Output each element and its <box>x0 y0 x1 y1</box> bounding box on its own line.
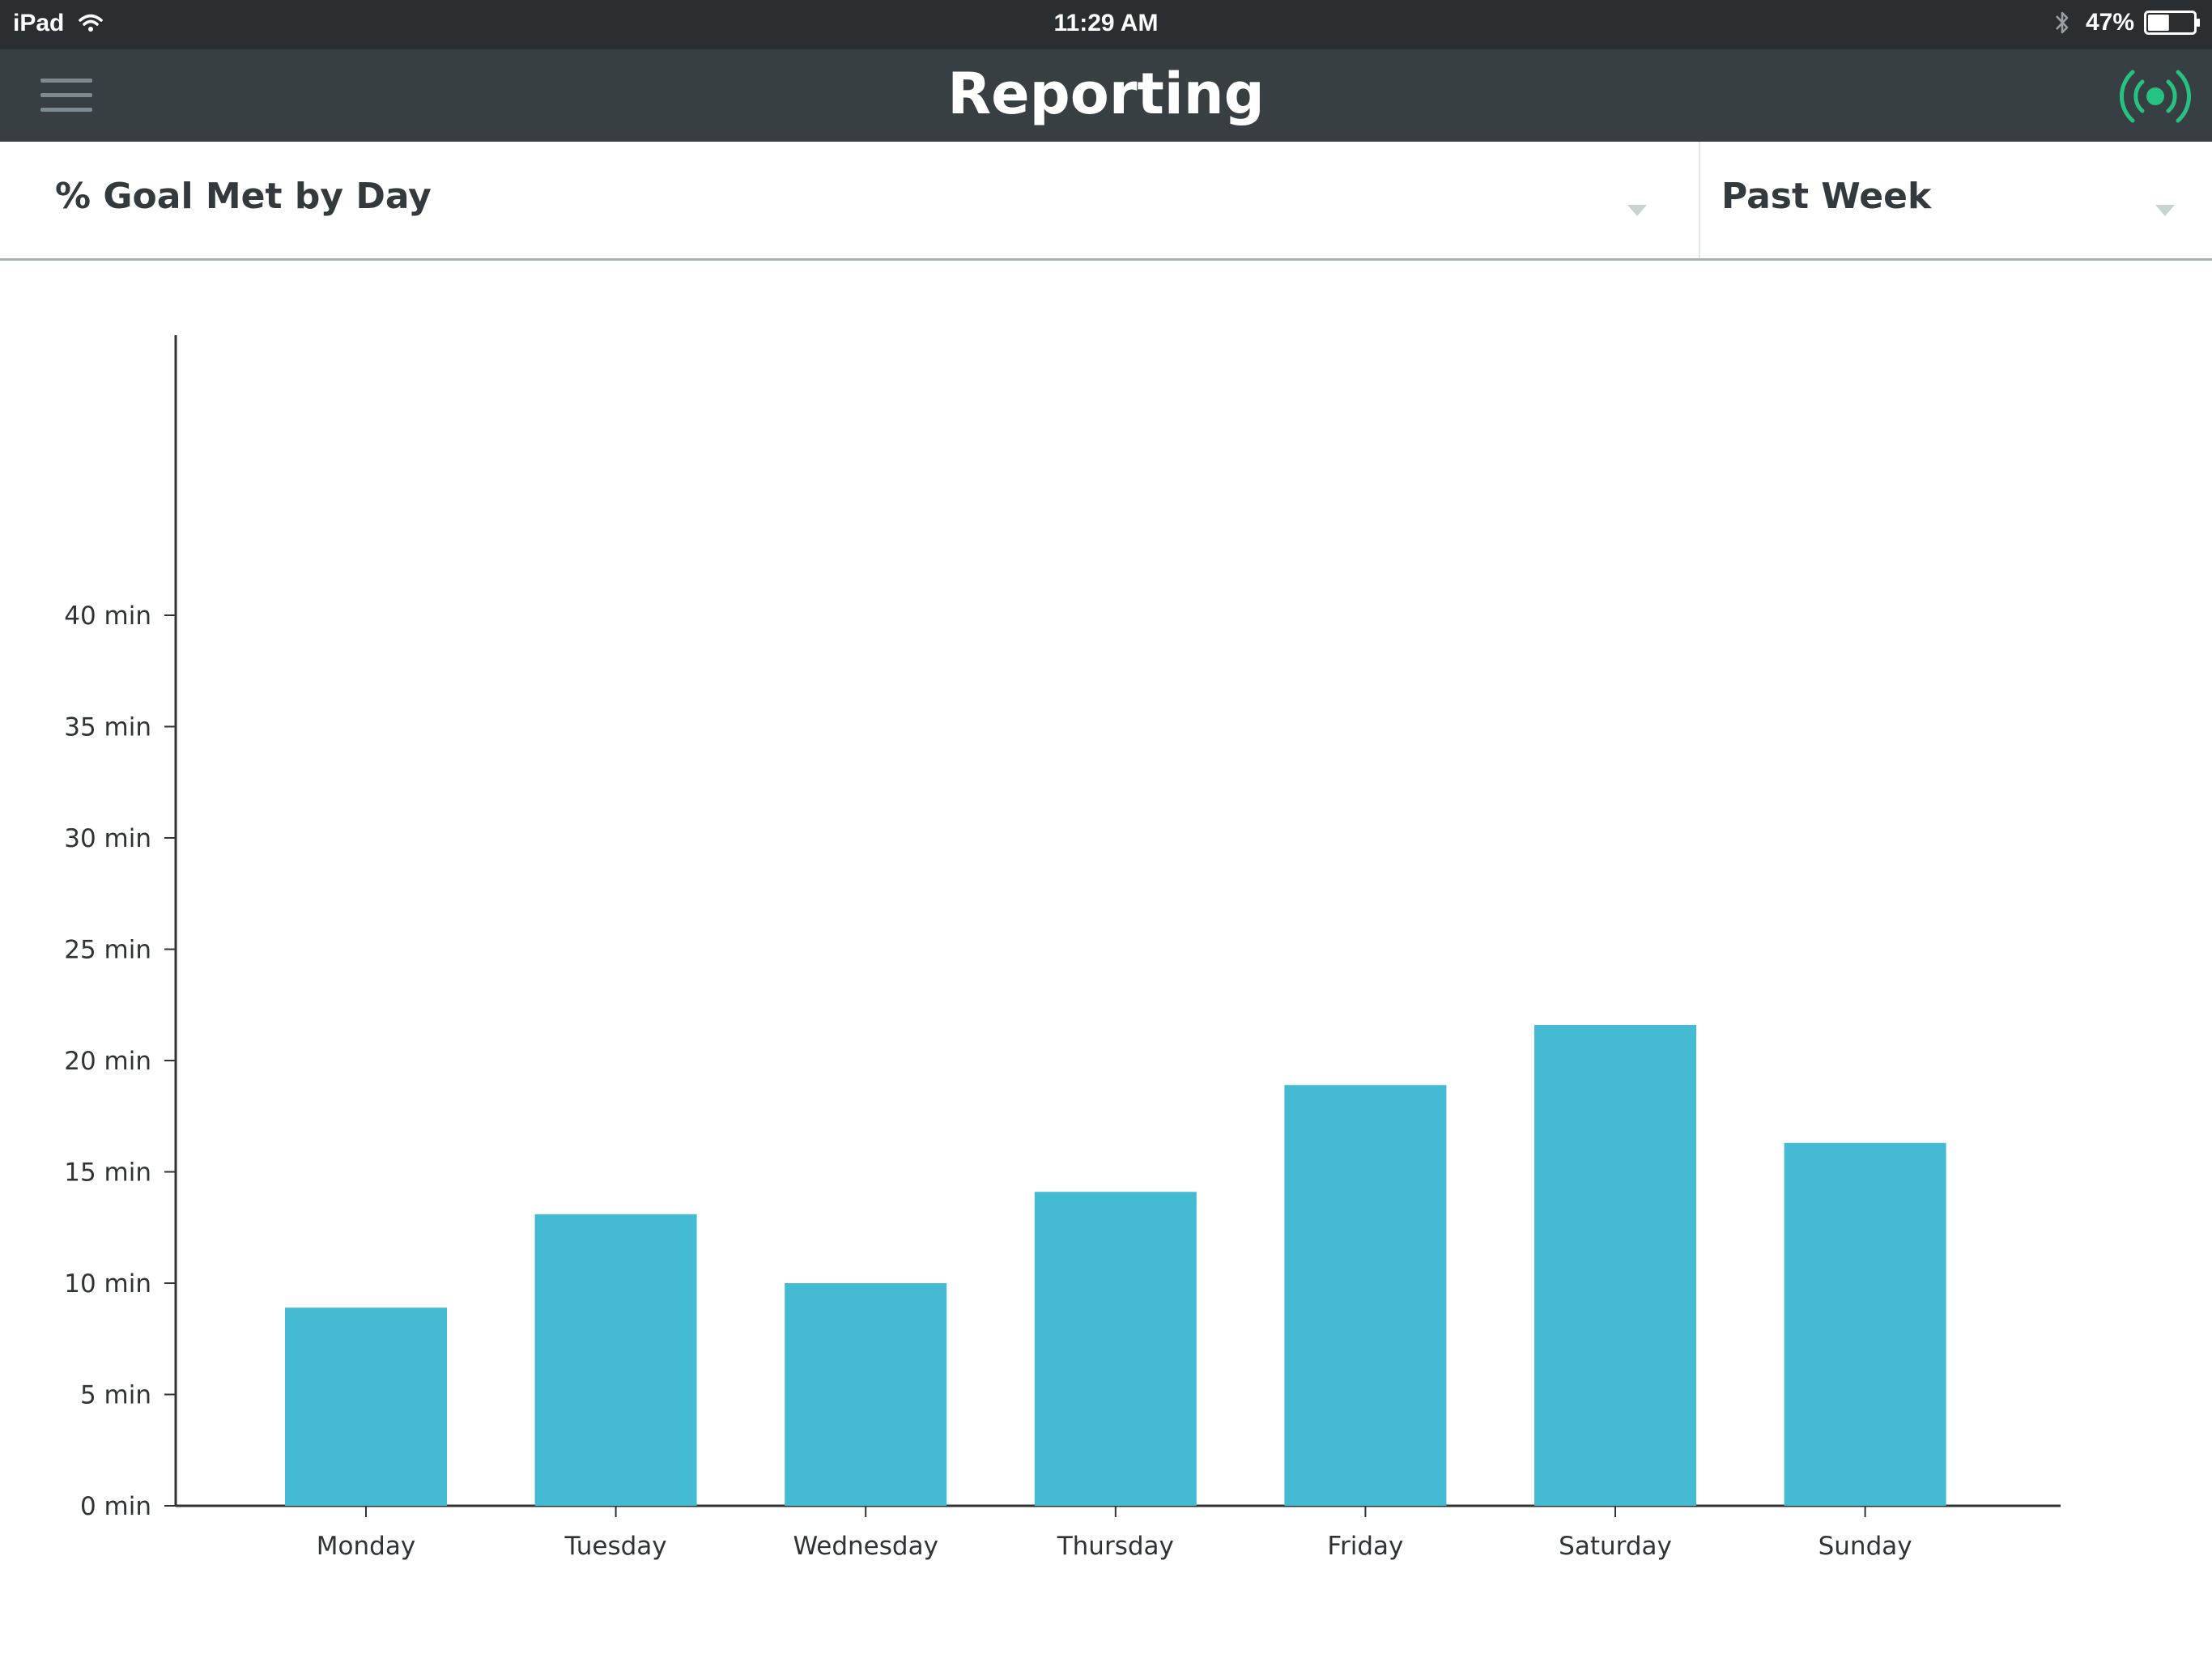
bar-thursday <box>1034 1192 1197 1506</box>
x-tick-label-friday: Friday <box>1327 1532 1403 1561</box>
x-tick-label-monday: Monday <box>317 1532 415 1561</box>
x-tick-label-sunday: Sunday <box>1819 1532 1912 1561</box>
y-tick-label: 15 min <box>64 1158 151 1188</box>
status-left: iPad <box>13 10 104 37</box>
battery-percent: 47% <box>2085 9 2134 36</box>
bar-chart: 0 min 5 min 10 min 15 min 20 min 25 min 30 min… <box>0 261 2212 1658</box>
bar-sunday <box>1784 1142 1946 1506</box>
period-dropdown-value: Past Week <box>1721 176 1932 217</box>
x-tick-label-thursday: Thursday <box>1057 1532 1174 1561</box>
x-tick-label-tuesday: Tuesday <box>564 1532 667 1561</box>
period-dropdown[interactable]: Past Week <box>1700 142 2212 258</box>
bar-friday <box>1284 1085 1447 1506</box>
y-tick-label: 5 min <box>80 1381 151 1410</box>
wifi-icon <box>79 14 104 32</box>
device-name: iPad <box>13 10 65 36</box>
y-tick-label: 35 min <box>64 713 151 742</box>
metric-dropdown[interactable]: % Goal Met by Day <box>0 142 1700 258</box>
metric-dropdown-value: % Goal Met by Day <box>55 176 432 217</box>
x-tick-label-wednesday: Wednesday <box>793 1532 938 1561</box>
menu-button[interactable] <box>40 75 92 116</box>
broadcast-signal-icon <box>2120 70 2191 123</box>
connection-status-button[interactable] <box>2115 64 2196 129</box>
page-title: Reporting <box>947 61 1265 127</box>
y-tick-label: 30 min <box>64 824 151 853</box>
bar-tuesday <box>534 1214 697 1506</box>
y-tick-label: 40 min <box>64 602 151 631</box>
bar-monday <box>285 1307 447 1506</box>
chevron-down-icon <box>2155 205 2175 216</box>
bar-saturday <box>1534 1025 1696 1506</box>
y-tick-label: 10 min <box>64 1269 151 1299</box>
status-bar: iPad 11:29 AM 47% <box>0 0 2212 49</box>
chevron-down-icon <box>1627 205 1647 216</box>
y-tick-label: 25 min <box>64 936 151 965</box>
status-right: 47% <box>2053 8 2201 37</box>
battery-icon <box>2144 11 2200 35</box>
bluetooth-icon <box>2056 11 2069 34</box>
x-tick-label-saturday: Saturday <box>1559 1532 1672 1561</box>
nav-bar: Reporting <box>0 49 2212 142</box>
bar-wednesday <box>785 1283 947 1506</box>
y-tick-label: 20 min <box>64 1047 151 1076</box>
status-time: 11:29 AM <box>1053 10 1159 36</box>
y-tick-label: 0 min <box>80 1492 151 1521</box>
filter-row: % Goal Met by Day Past Week <box>0 142 2212 261</box>
bar-chart-svg: 0 min 5 min 10 min 15 min 20 min 25 min 30 min… <box>64 335 2061 1561</box>
